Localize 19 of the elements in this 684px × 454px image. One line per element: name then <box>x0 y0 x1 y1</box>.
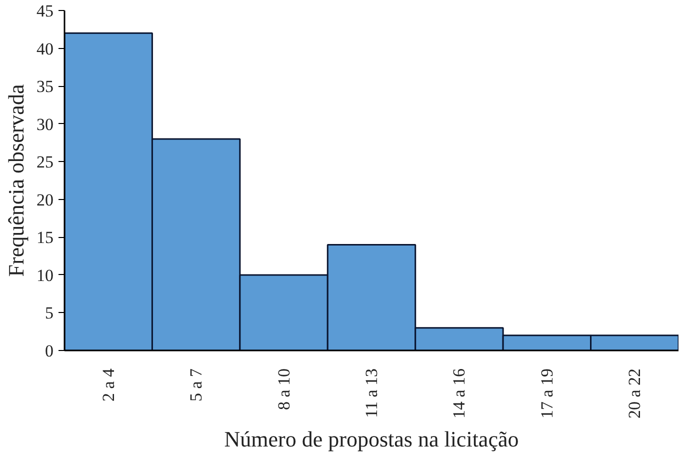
y-tick-label: 20 <box>36 190 54 210</box>
x-tick-label: 2 a 4 <box>98 368 118 402</box>
y-tick-label: 25 <box>36 152 54 172</box>
x-tick-label: 20 a 22 <box>625 368 644 419</box>
y-tick-label: 10 <box>36 266 54 285</box>
y-tick-label: 30 <box>36 114 54 134</box>
y-tick-label: 35 <box>36 77 54 96</box>
x-tick-label: 14 a 16 <box>450 368 469 419</box>
x-axis-title: Número de propostas na licitação <box>224 426 519 452</box>
y-tick-label: 5 <box>45 304 54 323</box>
x-tick-label: 8 a 10 <box>274 368 294 410</box>
x-tick-label: 11 a 13 <box>362 368 381 418</box>
y-tick-label: 40 <box>36 39 54 58</box>
x-tick-label: 5 a 7 <box>186 368 206 402</box>
x-tick-label: 17 a 19 <box>537 368 556 419</box>
y-axis-title: Frequência observada <box>4 84 28 277</box>
y-tick-label: 45 <box>36 2 54 20</box>
y-tick-label: 15 <box>36 228 54 248</box>
y-tick-label: 0 <box>45 342 54 360</box>
